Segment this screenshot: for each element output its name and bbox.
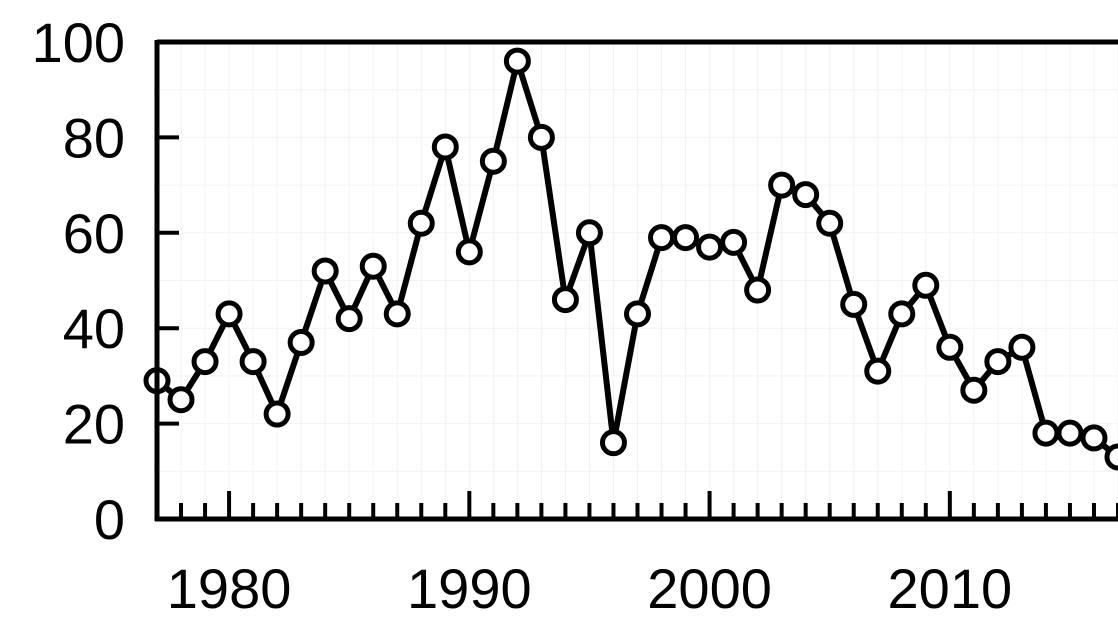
data-point (864, 357, 892, 385)
data-points (143, 47, 1118, 471)
data-point (648, 224, 676, 252)
data-point (359, 252, 387, 280)
data-point (936, 333, 964, 361)
data-point (1104, 443, 1118, 471)
data-point (912, 271, 940, 299)
data-point (768, 171, 796, 199)
y-axis-ticks: 0 20 40 60 80 100 (32, 11, 179, 551)
data-point (287, 329, 315, 357)
y-tick-label: 60 (63, 202, 125, 265)
data-point (1032, 419, 1060, 447)
data-point (696, 233, 724, 261)
data-point (383, 300, 411, 328)
x-tick-label: 1990 (407, 557, 532, 620)
data-point (672, 224, 700, 252)
data-point (503, 47, 531, 75)
data-point (167, 386, 195, 414)
data-point (431, 133, 459, 161)
data-point (1008, 333, 1036, 361)
data-point (744, 276, 772, 304)
data-point (816, 209, 844, 237)
data-point (960, 376, 988, 404)
data-point (479, 147, 507, 175)
data-point (1056, 419, 1084, 447)
y-tick-label: 20 (63, 393, 125, 456)
data-point (335, 305, 363, 333)
grid (156, 41, 1118, 520)
data-point (263, 400, 291, 428)
data-point (551, 286, 579, 314)
x-tick-label: 2010 (888, 557, 1013, 620)
data-point (984, 348, 1012, 376)
y-tick-label: 0 (94, 488, 125, 551)
data-point (239, 348, 267, 376)
data-point (191, 348, 219, 376)
data-point (599, 429, 627, 457)
data-point (720, 228, 748, 256)
y-tick-label: 100 (32, 11, 125, 74)
y-tick-label: 80 (63, 106, 125, 169)
data-point (455, 238, 483, 266)
data-point (215, 300, 243, 328)
y-tick-label: 40 (63, 297, 125, 360)
data-point (792, 181, 820, 209)
data-point (527, 123, 555, 151)
data-point (575, 219, 603, 247)
data-point (407, 209, 435, 237)
x-tick-label: 1980 (167, 557, 292, 620)
data-point (1080, 424, 1108, 452)
data-point (311, 257, 339, 285)
data-point (624, 300, 651, 328)
x-axis-ticks: 1980 1990 2000 2010 (155, 491, 1118, 620)
data-point (840, 290, 868, 318)
data-point (888, 300, 916, 328)
x-tick-label: 2000 (647, 557, 772, 620)
